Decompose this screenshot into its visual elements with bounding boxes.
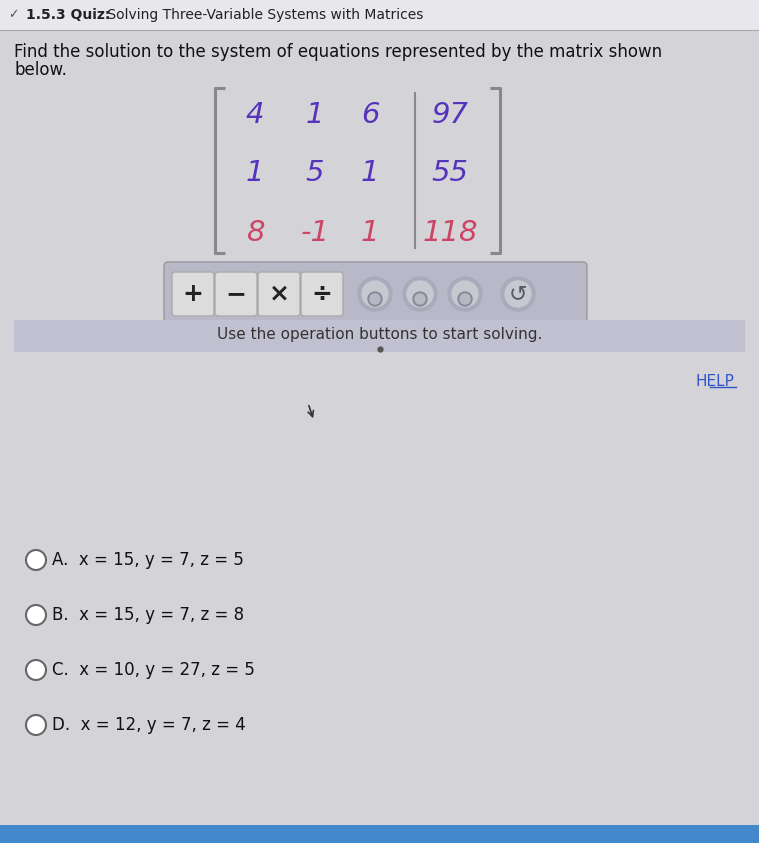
Text: 1: 1	[361, 219, 380, 247]
Circle shape	[370, 294, 380, 304]
FancyBboxPatch shape	[0, 30, 759, 843]
Circle shape	[26, 660, 46, 680]
Circle shape	[368, 292, 382, 306]
Text: Solving Three-Variable Systems with Matrices: Solving Three-Variable Systems with Matr…	[103, 8, 424, 22]
Text: C.  x = 10, y = 27, z = 5: C. x = 10, y = 27, z = 5	[52, 661, 255, 679]
Circle shape	[403, 277, 437, 311]
Text: 55: 55	[432, 159, 468, 187]
Text: B.  x = 15, y = 7, z = 8: B. x = 15, y = 7, z = 8	[52, 606, 244, 624]
Circle shape	[413, 292, 427, 306]
Text: D.  x = 12, y = 7, z = 4: D. x = 12, y = 7, z = 4	[52, 716, 246, 734]
Text: Find the solution to the system of equations represented by the matrix shown: Find the solution to the system of equat…	[14, 43, 662, 61]
Text: Use the operation buttons to start solving.: Use the operation buttons to start solvi…	[217, 327, 543, 342]
Text: 5: 5	[306, 159, 324, 187]
Text: 1: 1	[246, 159, 264, 187]
Circle shape	[362, 281, 388, 307]
Circle shape	[452, 281, 478, 307]
Text: ✓: ✓	[8, 8, 18, 22]
FancyBboxPatch shape	[215, 272, 257, 316]
Text: 1: 1	[361, 159, 380, 187]
Circle shape	[458, 292, 472, 306]
FancyBboxPatch shape	[258, 272, 300, 316]
Circle shape	[501, 277, 535, 311]
Circle shape	[460, 294, 470, 304]
Text: −: −	[225, 282, 247, 306]
Text: ÷: ÷	[311, 282, 332, 306]
Text: +: +	[183, 282, 203, 306]
Text: A.  x = 15, y = 7, z = 5: A. x = 15, y = 7, z = 5	[52, 551, 244, 569]
Text: ×: ×	[269, 282, 289, 306]
Circle shape	[407, 281, 433, 307]
Circle shape	[415, 294, 425, 304]
FancyBboxPatch shape	[172, 272, 214, 316]
Circle shape	[26, 550, 46, 570]
Text: 97: 97	[432, 101, 468, 129]
FancyBboxPatch shape	[0, 825, 759, 843]
Circle shape	[26, 715, 46, 735]
FancyBboxPatch shape	[301, 272, 343, 316]
Circle shape	[358, 277, 392, 311]
Text: 118: 118	[422, 219, 477, 247]
Circle shape	[26, 605, 46, 625]
Text: 8: 8	[246, 219, 264, 247]
Circle shape	[505, 281, 531, 307]
Text: HELP: HELP	[695, 373, 734, 389]
Text: -1: -1	[301, 219, 329, 247]
Text: 1.5.3 Quiz:: 1.5.3 Quiz:	[26, 8, 110, 22]
Text: ↺: ↺	[509, 284, 528, 304]
Text: below.: below.	[14, 61, 67, 79]
Text: 4: 4	[246, 101, 264, 129]
Text: 6: 6	[361, 101, 380, 129]
FancyBboxPatch shape	[0, 0, 759, 30]
FancyBboxPatch shape	[164, 262, 587, 322]
Circle shape	[448, 277, 482, 311]
Text: 1: 1	[306, 101, 324, 129]
FancyBboxPatch shape	[14, 320, 745, 352]
